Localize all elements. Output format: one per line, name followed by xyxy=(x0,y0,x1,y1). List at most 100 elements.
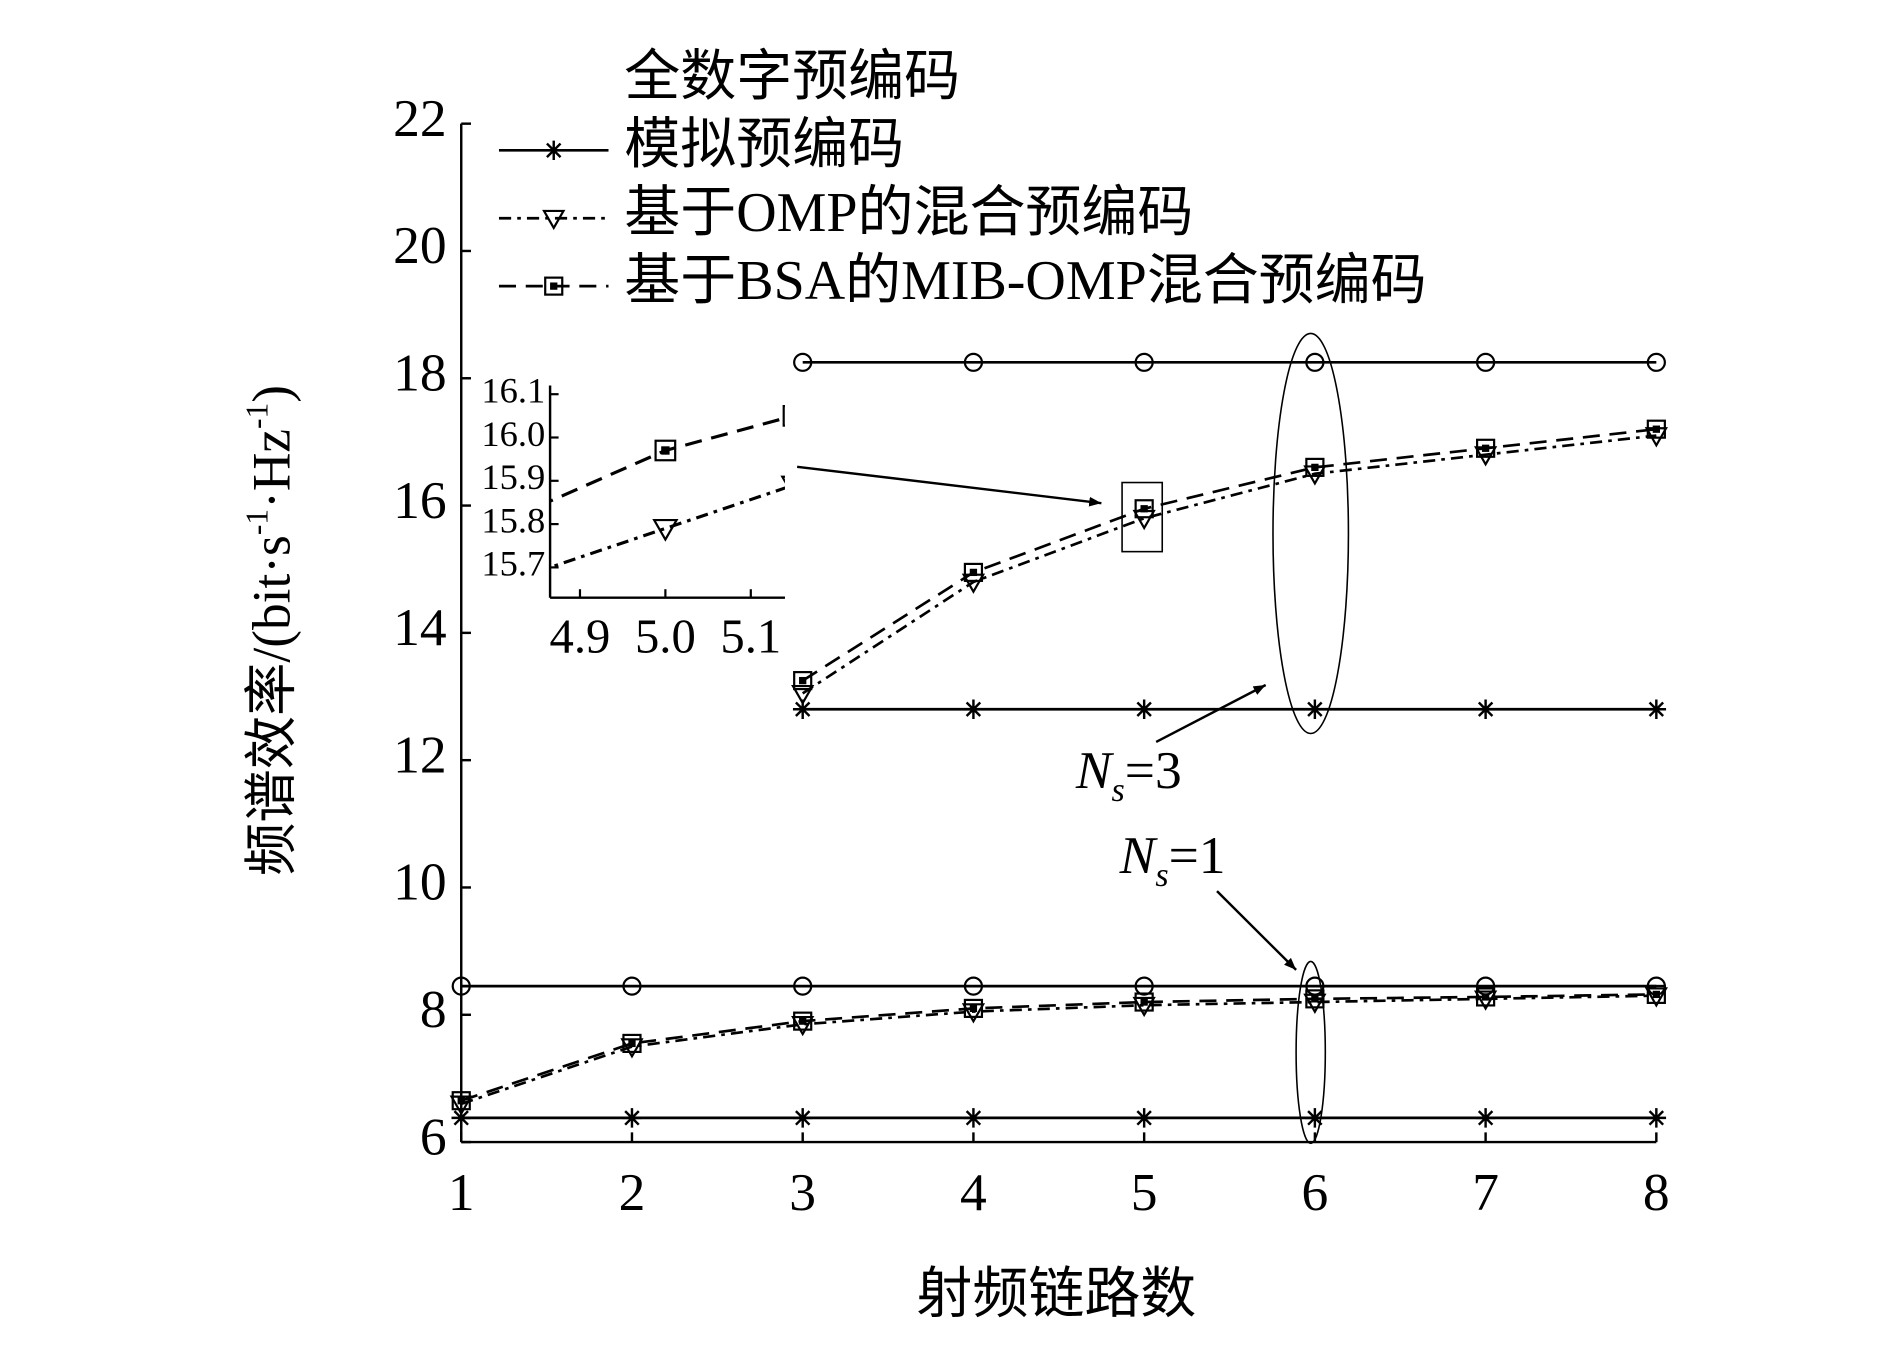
marker-triangle xyxy=(791,684,815,706)
marker-star xyxy=(1305,699,1325,719)
marker-circle xyxy=(1305,352,1325,372)
x-tick-label: 6 xyxy=(1301,1162,1328,1222)
marker-square xyxy=(1475,438,1496,458)
marker-square xyxy=(1305,989,1325,1009)
marker-square-outline xyxy=(1134,992,1154,1012)
inset-y-tick-label: 16.0 xyxy=(481,414,545,454)
marker-triangle xyxy=(652,518,679,542)
annotation-text: =1 xyxy=(1169,825,1226,885)
marker-circle xyxy=(1646,352,1666,372)
marker-square-dot xyxy=(969,1004,978,1013)
marker-square-dot xyxy=(1481,444,1490,452)
marker-star xyxy=(1646,1108,1667,1128)
marker-square-dot xyxy=(789,412,797,420)
y-axis-title-part: ) xyxy=(242,385,302,403)
legend-label: 基于OMP的混合预编码 xyxy=(624,182,1193,244)
highlight-ellipse xyxy=(1272,332,1350,735)
marker-square xyxy=(963,562,984,582)
marker-square-outline xyxy=(793,671,813,691)
marker-triangle xyxy=(542,209,566,231)
y-tick-label: 12 xyxy=(393,725,447,785)
marker-square-outline xyxy=(1305,989,1325,1009)
inset-y-tick-label: 15.8 xyxy=(481,501,545,541)
legend-label: 模拟预编码 xyxy=(624,114,904,176)
marker-square-outline xyxy=(793,1011,813,1031)
marker-circle xyxy=(451,976,471,996)
marker-square-outline xyxy=(963,998,984,1018)
marker-square-outline xyxy=(451,1091,471,1111)
y-tick-label: 10 xyxy=(393,852,447,912)
legend-label: 全数字预编码 xyxy=(624,46,960,108)
x-tick-label: 7 xyxy=(1472,1162,1499,1222)
y-tick-label: 16 xyxy=(393,470,447,530)
marker-star xyxy=(963,1108,984,1128)
marker-triangle xyxy=(1132,509,1156,531)
marker-circle xyxy=(1134,352,1154,372)
inset-y-tick-label: 16.1 xyxy=(481,371,545,411)
series-line xyxy=(801,427,1657,682)
inset-x-tick-label: 5.1 xyxy=(720,610,781,664)
marker-square-outline xyxy=(654,439,677,462)
marker-star xyxy=(792,1108,813,1128)
marker-square-dot xyxy=(628,1039,636,1048)
marker-square xyxy=(544,276,564,296)
annotation: Ns=3 xyxy=(1075,740,1182,808)
marker-star xyxy=(622,1108,642,1128)
marker-square-outline xyxy=(963,562,984,582)
marker-square-outline xyxy=(1646,984,1666,1004)
x-tick-label: 1 xyxy=(448,1162,475,1222)
marker-star xyxy=(1646,699,1667,719)
marker-square xyxy=(1134,499,1154,519)
marker-star xyxy=(1305,1108,1325,1128)
inset-plot xyxy=(550,404,797,570)
y-tick-label: 22 xyxy=(393,88,447,148)
y-tick-label: 20 xyxy=(393,215,447,275)
marker-circle xyxy=(793,976,813,996)
arrow xyxy=(1216,890,1297,971)
x-tick-label: 5 xyxy=(1131,1162,1158,1222)
marker-square-outline xyxy=(1305,457,1325,477)
marker-triangle xyxy=(1473,990,1498,1011)
marker-square xyxy=(782,404,797,427)
marker-square xyxy=(793,671,813,691)
marker-square-dot xyxy=(1311,463,1319,472)
y-axis-title-part: 频谱效率/(bit·s xyxy=(242,535,302,876)
marker-square-outline xyxy=(1475,438,1496,458)
marker-square xyxy=(451,1091,471,1111)
x-tick-label: 3 xyxy=(789,1162,816,1222)
series-line xyxy=(460,994,1657,1106)
y-axis-title-sup: -1 xyxy=(240,509,275,535)
marker-square-outline xyxy=(782,404,785,427)
x-tick-label: 2 xyxy=(619,1162,646,1222)
marker-square-dot xyxy=(1311,995,1319,1003)
marker-square-dot xyxy=(799,676,807,685)
marker-square-dot xyxy=(1652,425,1660,433)
marker-square xyxy=(963,998,984,1018)
series-line xyxy=(460,993,1657,1102)
marker-square xyxy=(622,1033,642,1053)
annotation-symbol: N xyxy=(1075,740,1115,800)
marker-triangle xyxy=(1132,996,1156,1018)
marker-square-dot xyxy=(799,1017,807,1025)
marker-circle xyxy=(963,352,984,372)
marker-star xyxy=(1134,1108,1154,1128)
marker-square-dot xyxy=(1481,993,1490,1001)
marker-square-dot xyxy=(457,1097,465,1105)
x-axis-title: 射频链路数 xyxy=(916,1264,1196,1326)
marker-square xyxy=(793,1011,813,1031)
marker-square-dot xyxy=(969,568,978,577)
arrow xyxy=(1155,683,1267,744)
inset-y-tick-label: 15.9 xyxy=(481,457,545,497)
highlight-ellipse xyxy=(1295,960,1327,1145)
x-tick-label: 8 xyxy=(1643,1162,1670,1222)
marker-star xyxy=(451,1108,471,1128)
marker-square-outline xyxy=(1646,419,1666,439)
marker-star xyxy=(1134,699,1154,719)
y-tick-label: 18 xyxy=(393,343,447,403)
y-axis-title: 频谱效率/(bit·s-1·Hz-1) xyxy=(240,385,302,876)
marker-square-dot xyxy=(550,282,558,290)
marker-circle xyxy=(1475,352,1496,372)
y-tick-label: 14 xyxy=(393,597,447,657)
marker-square xyxy=(1134,992,1154,1012)
